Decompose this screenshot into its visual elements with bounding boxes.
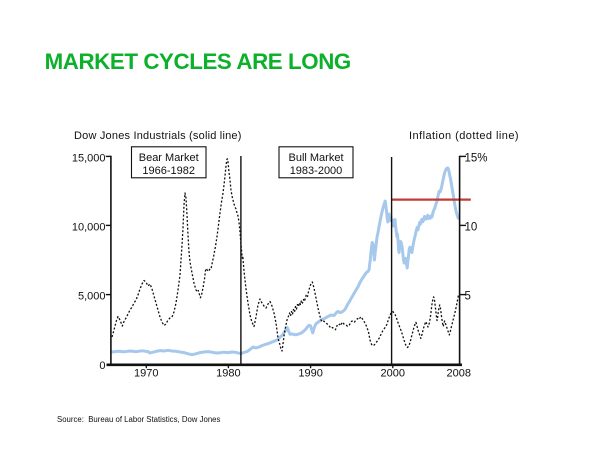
svg-text:1983-2000: 1983-2000 [290,165,343,177]
svg-text:15,000: 15,000 [72,153,106,165]
svg-text:5,000: 5,000 [78,291,106,303]
svg-text:Source: Bureau of Labor Stati: Source: Bureau of Labor Statistics, Dow … [57,415,220,424]
svg-text:1990: 1990 [298,368,322,380]
svg-text:2008: 2008 [447,368,471,380]
svg-text:1966-1982: 1966-1982 [142,165,195,177]
svg-text:1970: 1970 [134,368,158,380]
svg-text:Inflation (dotted line): Inflation (dotted line) [409,130,519,142]
svg-text:1980: 1980 [216,368,240,380]
svg-text:Bear Market: Bear Market [139,152,199,164]
svg-text:5: 5 [465,291,471,303]
svg-text:0: 0 [99,360,105,372]
svg-text:10: 10 [465,222,478,234]
svg-text:Dow Jones Industrials (solid l: Dow Jones Industrials (solid line) [74,130,242,142]
svg-text:Bull Market: Bull Market [288,152,343,164]
svg-text:2000: 2000 [381,368,405,380]
svg-text:10,000: 10,000 [72,222,106,234]
svg-text:15%: 15% [465,153,488,165]
